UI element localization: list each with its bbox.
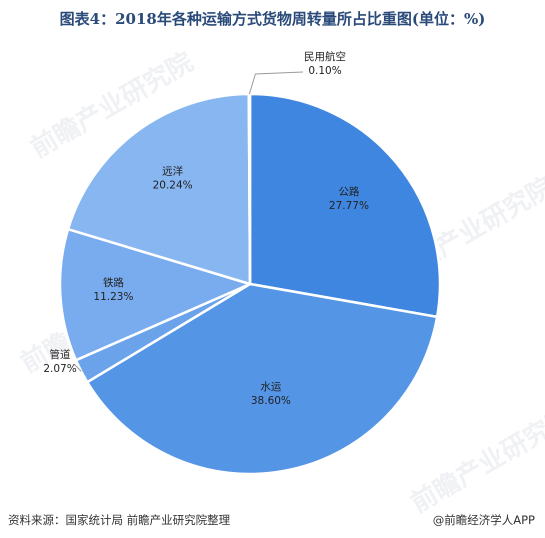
slice-value-4: 20.24% — [153, 180, 193, 192]
leader-line-2 — [73, 363, 82, 372]
source-note: 资料来源：国家统计局 前瞻产业研究院整理 — [8, 513, 231, 527]
slice-label-2: 管道 — [50, 348, 71, 361]
pie-chart-svg: 公路 27.77% 水运 38.60% 管道 2.07% 铁路 11.23% 远洋 20.24% 民… — [43, 50, 442, 476]
slice-label-1: 水运 — [260, 381, 281, 393]
slice-value-5: 0.10% — [308, 65, 341, 77]
pie-slice-1 — [85, 282, 439, 476]
slice-label-5: 民用航空 — [304, 50, 346, 63]
pie-chart: 公路 27.77% 水运 38.60% 管道 2.07% 铁路 11.23% 远洋 20.24% 民… — [0, 40, 545, 500]
slice-value-0: 27.77% — [329, 200, 369, 212]
chart-title: 图表4：2018年各种运输方式货物周转量所占比重图(单位：%) — [59, 10, 486, 28]
slice-label-0: 公路 — [338, 185, 359, 198]
slice-value-3: 11.23% — [93, 291, 133, 303]
slice-label-4: 远洋 — [162, 165, 183, 178]
pie-slice-0 — [248, 92, 442, 319]
brand-label: @前瞻经济学人APP — [432, 513, 535, 527]
leader-line-5 — [248, 71, 304, 95]
pie-slice-4 — [66, 92, 252, 286]
pie-slice-5 — [247, 92, 252, 285]
slice-value-2: 2.07% — [43, 363, 76, 375]
slice-label-3: 铁路 — [103, 276, 124, 289]
pie-slice-3 — [58, 227, 254, 362]
slice-value-1: 38.60% — [251, 395, 291, 407]
